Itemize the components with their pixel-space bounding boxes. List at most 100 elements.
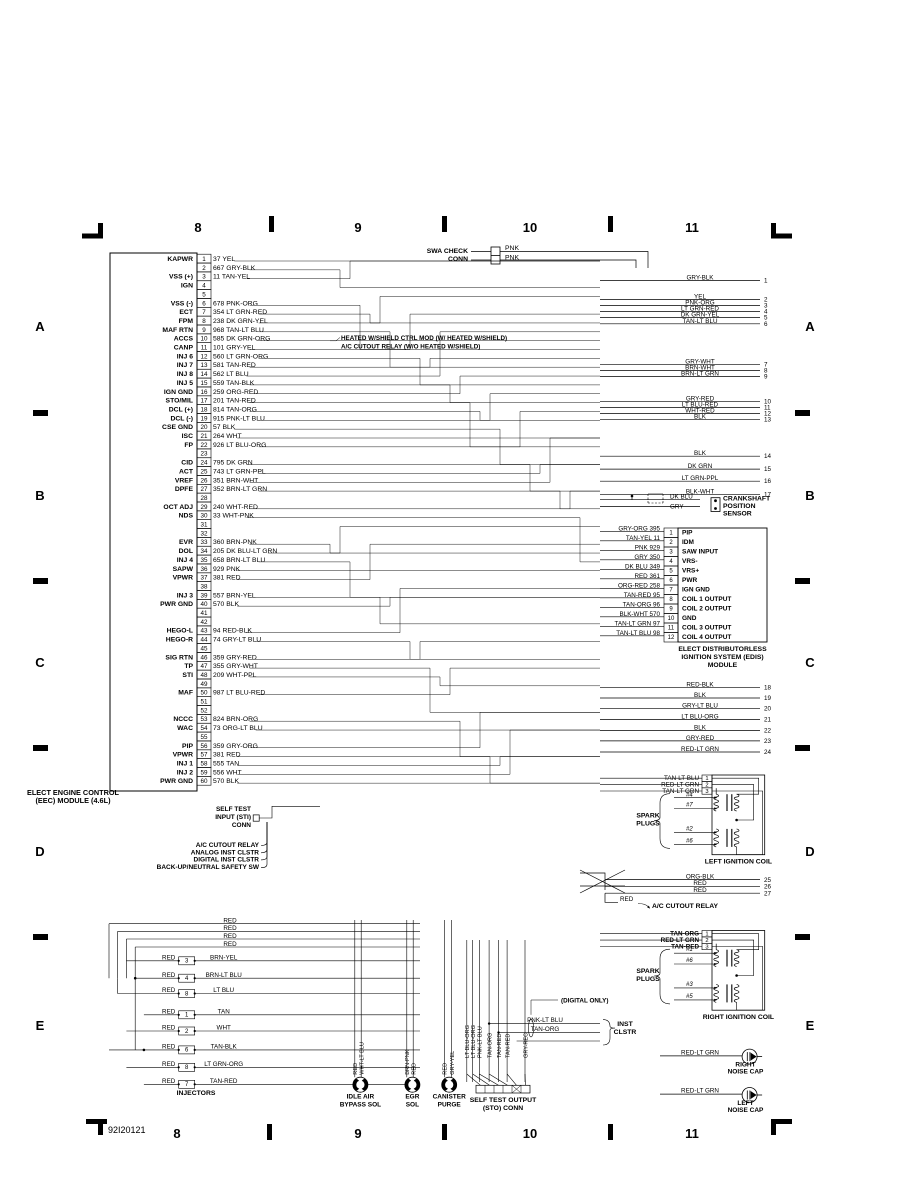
- svg-text:E: E: [36, 1018, 45, 1033]
- svg-text:795 DK GRN: 795 DK GRN: [213, 460, 253, 467]
- svg-text:RED: RED: [223, 918, 237, 925]
- svg-text:658 BRN-LT BLU: 658 BRN-LT BLU: [213, 557, 265, 564]
- svg-text:209 WHT-PPL: 209 WHT-PPL: [213, 672, 257, 679]
- svg-text:SELF TEST: SELF TEST: [216, 806, 251, 813]
- svg-text:21: 21: [764, 717, 772, 724]
- svg-text:NDS: NDS: [179, 513, 194, 520]
- svg-text:HEGO-L: HEGO-L: [167, 628, 193, 635]
- svg-text:BRN-PNK: BRN-PNK: [405, 1049, 411, 1074]
- svg-text:#6: #6: [686, 838, 693, 844]
- svg-text:RED: RED: [223, 933, 237, 940]
- svg-text:48: 48: [200, 672, 208, 679]
- svg-text:DIGITAL INST CLSTR: DIGITAL INST CLSTR: [194, 856, 260, 863]
- svg-text:BRN-LT BLU: BRN-LT BLU: [206, 972, 243, 979]
- svg-text:10: 10: [523, 1126, 537, 1141]
- svg-text:BLK: BLK: [694, 725, 707, 732]
- svg-text:42: 42: [200, 619, 208, 626]
- svg-text:ANALOG INST CLSTR: ANALOG INST CLSTR: [191, 849, 260, 856]
- svg-text:354 LT GRN-RED: 354 LT GRN-RED: [213, 309, 267, 316]
- svg-text:SOL: SOL: [406, 1102, 419, 1109]
- svg-text:15: 15: [200, 380, 208, 387]
- svg-text:2: 2: [202, 265, 206, 272]
- svg-text:9: 9: [354, 220, 361, 235]
- svg-text:INJ 5: INJ 5: [177, 380, 193, 387]
- svg-text:PNK: PNK: [505, 255, 519, 262]
- svg-text:E: E: [806, 1018, 815, 1033]
- svg-text:46: 46: [200, 654, 208, 661]
- svg-text:562 LT BLU: 562 LT BLU: [213, 371, 249, 378]
- svg-text:IDLE AIR: IDLE AIR: [347, 1094, 375, 1101]
- svg-text:205 DK BLU-LT GRN: 205 DK BLU-LT GRN: [213, 548, 277, 555]
- svg-text:RED: RED: [443, 1063, 449, 1075]
- svg-text:12: 12: [200, 353, 208, 360]
- svg-text:EGR: EGR: [405, 1094, 419, 1101]
- svg-text:12: 12: [668, 635, 675, 641]
- svg-text:13: 13: [764, 417, 772, 424]
- svg-text:PNK-LT BLU: PNK-LT BLU: [478, 1026, 484, 1058]
- svg-text:GRY-LT BLU: GRY-LT BLU: [682, 703, 718, 710]
- svg-text:C: C: [35, 655, 45, 670]
- svg-text:355 GRY-WHT: 355 GRY-WHT: [213, 663, 258, 670]
- svg-text:SPARK: SPARK: [636, 813, 659, 820]
- svg-text:56: 56: [200, 743, 208, 750]
- svg-text:19: 19: [764, 695, 772, 702]
- svg-text:B: B: [35, 488, 44, 503]
- svg-text:555 TAN: 555 TAN: [213, 760, 239, 767]
- svg-text:RED-BLK: RED-BLK: [686, 681, 714, 688]
- svg-text:359 GRY-RED: 359 GRY-RED: [213, 654, 257, 661]
- svg-text:MAF RTN: MAF RTN: [162, 327, 193, 334]
- svg-text:INJ 6: INJ 6: [177, 353, 193, 360]
- svg-text:SWA CHECK: SWA CHECK: [427, 248, 468, 255]
- svg-text:GRY-RED: GRY-RED: [686, 735, 715, 742]
- svg-text:COIL 3 OUTPUT: COIL 3 OUTPUT: [682, 625, 731, 632]
- svg-text:27: 27: [200, 486, 208, 493]
- svg-text:17: 17: [200, 398, 208, 405]
- svg-text:23: 23: [764, 738, 772, 745]
- svg-text:11 TAN-YEL: 11 TAN-YEL: [213, 274, 250, 281]
- svg-text:TAN: TAN: [218, 1008, 231, 1015]
- svg-text:20: 20: [200, 424, 208, 431]
- svg-text:43: 43: [200, 628, 208, 635]
- svg-text:DCL (+): DCL (+): [169, 406, 193, 413]
- svg-text:LEFT IGNITION COIL: LEFT IGNITION COIL: [705, 859, 772, 866]
- svg-text:29: 29: [200, 504, 208, 511]
- svg-text:18: 18: [764, 684, 772, 691]
- svg-text:CSE GND: CSE GND: [162, 424, 193, 431]
- svg-text:19: 19: [200, 415, 208, 422]
- svg-text:26: 26: [200, 477, 208, 484]
- svg-text:WHT: WHT: [217, 1025, 231, 1032]
- svg-text:#3: #3: [686, 982, 693, 988]
- svg-text:33: 33: [200, 539, 208, 546]
- svg-text:8: 8: [173, 1126, 180, 1141]
- svg-text:RED: RED: [162, 972, 176, 979]
- svg-text:A/C CUTOUT RELAY: A/C CUTOUT RELAY: [652, 903, 719, 910]
- svg-text:41: 41: [200, 610, 208, 617]
- svg-text:37 YEL: 37 YEL: [213, 256, 235, 263]
- svg-text:240 WHT-RED: 240 WHT-RED: [213, 504, 258, 511]
- svg-text:INJ 1: INJ 1: [177, 760, 193, 767]
- svg-text:RED: RED: [353, 1063, 359, 1075]
- svg-text:14: 14: [764, 453, 772, 460]
- svg-text:PNK: PNK: [505, 245, 519, 252]
- svg-text:IGN: IGN: [181, 283, 193, 290]
- svg-text:LT BLU: LT BLU: [213, 987, 234, 994]
- svg-text:INJ 3: INJ 3: [177, 592, 193, 599]
- svg-text:VREF: VREF: [175, 477, 193, 484]
- svg-text:35: 35: [200, 557, 208, 564]
- svg-text:RED: RED: [620, 896, 634, 903]
- svg-text:NOISE CAP: NOISE CAP: [728, 1069, 764, 1076]
- svg-text:TAN-LT BLU: TAN-LT BLU: [683, 318, 718, 325]
- svg-text:D: D: [805, 844, 814, 859]
- svg-text:RED: RED: [162, 1025, 176, 1032]
- svg-text:BLK-WHT: BLK-WHT: [686, 488, 714, 495]
- svg-text:COIL 2 OUTPUT: COIL 2 OUTPUT: [682, 606, 731, 613]
- svg-text:INJ 8: INJ 8: [177, 371, 193, 378]
- svg-text:23: 23: [200, 451, 208, 458]
- svg-text:57 BLK: 57 BLK: [213, 424, 236, 431]
- svg-text:968 TAN-LT BLU: 968 TAN-LT BLU: [213, 327, 264, 334]
- svg-text:32: 32: [200, 530, 208, 537]
- svg-text:824 BRN-ORG: 824 BRN-ORG: [213, 716, 258, 723]
- svg-text:VPWR: VPWR: [173, 575, 193, 582]
- svg-text:27: 27: [764, 890, 772, 897]
- svg-text:915 PNK-LT BLU: 915 PNK-LT BLU: [213, 415, 265, 422]
